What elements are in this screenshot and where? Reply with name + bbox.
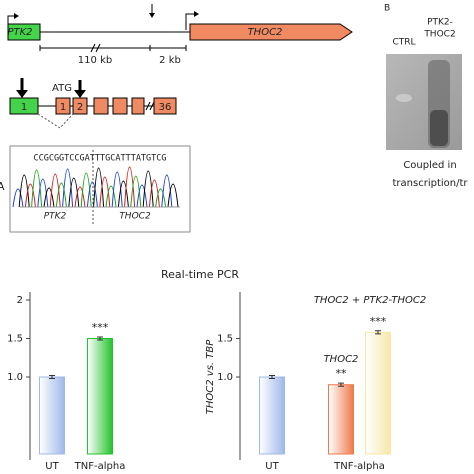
bar [39,376,65,455]
exon [112,97,128,115]
bar [365,331,391,455]
chart-title: Real-time PCR [161,268,239,281]
x-tick-label: TNF-alpha [333,461,385,472]
splice-line [37,113,74,129]
trace-peak [124,166,136,208]
error-bar [375,330,381,335]
trace-peak [68,177,80,208]
trace-peak [37,178,49,208]
bar [259,376,285,455]
exon [55,97,71,115]
y-tick-label: 1.5 [7,334,23,345]
trace-peak [167,183,179,208]
gel-panel: B CTRL PTK2- THOC2 Coupled in transcript… [384,4,468,190]
sequence: CCGCGGTCCGATTTGCATTTATGTCG [33,154,166,164]
gel-band [396,94,412,102]
break [145,101,155,111]
trace-peak [148,179,160,208]
lane-label: CTRL [392,38,415,48]
trace-peak [86,181,98,208]
promoter-arrow [185,13,196,30]
arrow [16,90,28,98]
exon-label: 36 [159,102,172,113]
panel-label: B [384,4,390,14]
trace-peak [80,172,92,208]
bar [328,384,354,455]
gene-label: PTK2 [7,27,32,38]
x-tick-label: TNF-alpha [74,461,126,472]
trace-peak [99,176,111,208]
bar [87,338,113,455]
trace-peak [161,174,173,208]
exon-label: 2 [77,102,83,113]
significance: ** [336,367,348,380]
trace-peak [55,182,67,208]
significance: *** [370,315,387,328]
error-bar [269,374,275,380]
y-tick-label: 1.5 [217,334,233,345]
trace-peak [111,171,123,208]
caption: Coupled in [403,160,456,171]
trace-peak [31,169,43,208]
atg-label: ATG [52,83,72,94]
scale-label: 2 kb [159,55,181,66]
gene-label: THOC2 [248,27,283,38]
trace-peak [117,180,129,208]
scale-label: 110 kb [78,55,112,66]
trace-peak [105,185,117,208]
bar-name: THOC2 + PTK2-THOC2 [314,295,426,306]
trace-peak [130,175,142,208]
trace-peak [43,187,55,208]
lane-label: THOC2 [423,30,455,40]
x-tick-label: UT [265,461,279,472]
trace-peak [155,188,167,208]
error-bar [49,374,55,380]
exon [93,97,109,115]
lane-label: PTK2- [427,18,453,28]
trace-label: THOC2 [119,212,151,222]
gene-box [189,23,353,41]
gene-map: PTK2 THOC2 110 kb 2 kb [7,4,353,66]
trace-peak [142,170,154,208]
caption: transcription/tr [393,178,469,189]
arrow [74,90,86,98]
exon-map: 1 1 2 36 ATG [9,78,177,129]
trace-peak [93,167,105,208]
bar-name: THOC2 [324,354,359,365]
trace-peak [18,174,30,208]
trace-peak [136,184,148,208]
exon [9,97,39,115]
exon [131,97,145,115]
exon-label: 1 [60,102,66,113]
significance: *** [92,321,109,334]
trace-peak [12,188,24,208]
trace-label: PTK2 [44,212,67,222]
x-tick-label: UT [45,461,59,472]
y-tick-label: 1.0 [217,372,233,383]
trace-peak [49,173,61,208]
exon [153,97,177,115]
y-axis-label: THOC2 vs. TBP [205,339,216,414]
y-tick-label: 2 [17,295,23,306]
promoter-arrow [194,11,199,17]
trace-peak [62,168,74,208]
promoter-arrow [14,13,19,19]
scale-ticks [39,43,187,53]
error-bar [338,382,344,387]
y-tick-label: 1.0 [7,372,23,383]
exon-label: 1 [21,102,27,113]
gel [386,54,462,150]
trace-peak [74,186,86,208]
panel-label: A [0,180,5,193]
trace-peak [24,183,36,208]
error-bar [97,336,103,341]
trace [12,166,179,208]
marker-arrow [149,13,155,18]
gel-smear [430,110,448,146]
chromatogram: CCGCGGTCCGATTTGCATTTATGTCG PTK2 THOC2 A [0,145,191,233]
